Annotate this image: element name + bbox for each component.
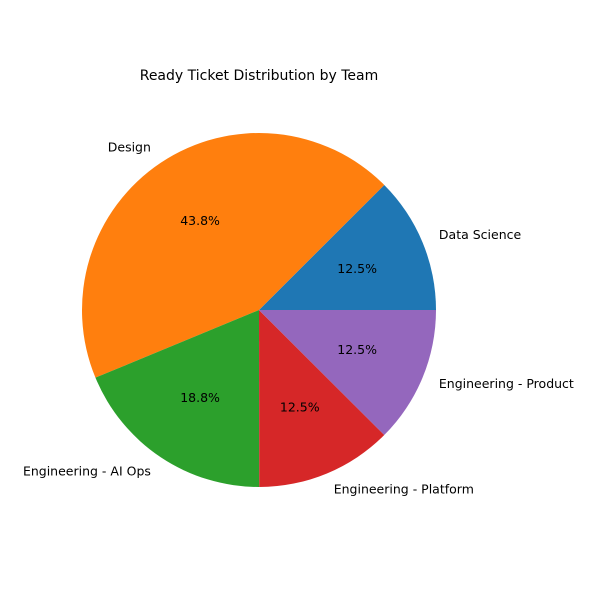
- pie-slice-engineering-platform: [259, 310, 385, 487]
- category-label-engineering-product: Engineering - Product: [439, 376, 574, 391]
- percent-label-engineering-product: 12.5%: [337, 342, 377, 357]
- category-labels: Data Science Design Engineering - AI Ops En…: [23, 140, 574, 497]
- percent-label-design: 43.8%: [180, 213, 220, 228]
- category-label-engineering-ai-ops: Engineering - AI Ops: [23, 463, 151, 478]
- pie-slices: [81, 133, 437, 487]
- pie-slice-engineering-product: [259, 310, 436, 436]
- category-label-engineering-platform: Engineering - Platform: [334, 481, 474, 496]
- percent-labels: 12.5% 43.8% 18.8% 12.5% 12.5%: [180, 213, 377, 414]
- percent-label-engineering-platform: 12.5%: [280, 400, 320, 415]
- pie-slice-engineering-ai-ops: [95, 310, 260, 487]
- chart-title: Ready Ticket Distribution by Team: [140, 68, 379, 84]
- category-label-data-science: Data Science: [439, 227, 522, 242]
- pie-slice-data-science: [259, 184, 437, 310]
- percent-label-data-science: 12.5%: [337, 261, 377, 276]
- pie-slice-design: [81, 133, 385, 378]
- category-label-design: Design: [108, 140, 151, 155]
- percent-label-engineering-ai-ops: 18.8%: [180, 390, 220, 405]
